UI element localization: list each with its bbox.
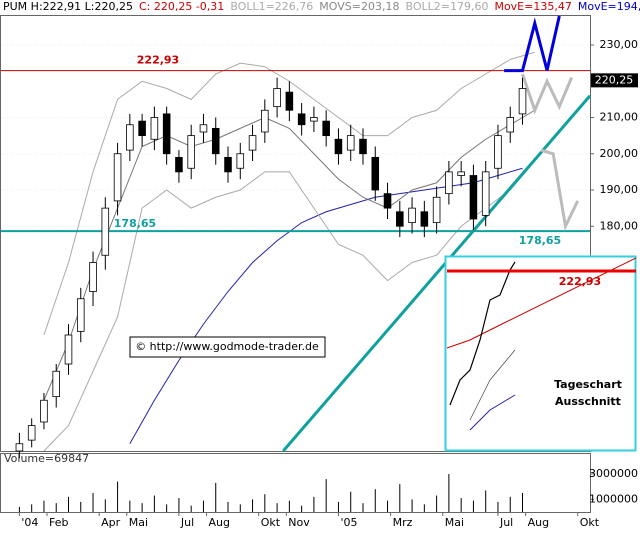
trend-line <box>282 94 592 452</box>
last-price-label: 220,25 <box>595 73 634 86</box>
x-tick-label: Aug <box>528 516 549 529</box>
y-tick-label: 200,00 <box>600 147 639 160</box>
candle-body <box>175 156 183 173</box>
x-tick-label: Apr <box>101 516 121 529</box>
x-tick-label: Nov <box>288 516 310 529</box>
candle-body <box>199 124 208 133</box>
last-price-box <box>591 73 638 88</box>
inset-price <box>449 261 516 406</box>
level-label: 178,65 <box>114 217 156 230</box>
x-tick-label: Aug <box>209 516 230 529</box>
candle-body <box>297 113 306 126</box>
inset-band <box>469 349 516 421</box>
candle-body <box>187 135 195 169</box>
candle-body <box>518 88 527 115</box>
inset-ma <box>469 394 516 431</box>
candle-body <box>76 298 85 332</box>
candle-body <box>64 334 73 365</box>
candle-body <box>285 91 294 111</box>
y-tick-label: 1000000 <box>589 492 638 505</box>
level-label: 178,65 <box>519 234 561 247</box>
candle-body <box>101 207 110 256</box>
x-tick-label: Mai <box>129 516 148 529</box>
header-item: MovE=194,83 <box>578 0 640 13</box>
candle-body <box>371 156 380 191</box>
candle-body <box>113 153 122 202</box>
candle-body <box>248 135 257 151</box>
y-tick-label: 3000000 <box>589 467 638 480</box>
copyright: © http://www.godmode-trader.de <box>135 340 319 353</box>
projection <box>540 148 580 232</box>
plot-layer: 180,00 190,00 200,00 210,00 230,00 '04 Feb Apr M… <box>1 15 639 529</box>
y-tick-label: 180,00 <box>600 219 639 232</box>
candle-body <box>420 211 429 227</box>
x-tick-label: Jul <box>499 516 513 529</box>
candle-body <box>52 370 60 398</box>
header-item: BOLL2=179,60 <box>405 0 488 13</box>
candle-body <box>89 262 97 292</box>
volume-title: Volume=69847 <box>4 452 89 465</box>
projection <box>521 73 573 115</box>
candle-body <box>494 135 502 169</box>
candle-body <box>15 443 24 452</box>
y-tick-label: 230,00 <box>600 38 639 51</box>
candle-body <box>346 135 355 151</box>
candle-body <box>162 113 171 155</box>
copyright-box <box>129 336 326 358</box>
header-item: PUM H:222,91 L:220,25 <box>3 0 133 13</box>
y-tick-label: 190,00 <box>600 183 639 196</box>
candle-body <box>40 399 48 423</box>
indicator-line <box>43 160 536 452</box>
candle-body <box>396 211 404 227</box>
candle-body <box>138 120 146 137</box>
candle-body <box>126 124 134 151</box>
candle-body <box>432 196 441 224</box>
x-tick-label: '05 <box>340 516 357 529</box>
candle-body <box>383 193 392 209</box>
level-label: 222,93 <box>137 54 179 67</box>
candle-body <box>457 171 465 176</box>
indicator-line <box>43 109 536 401</box>
header-item: C: 220,25 -0,31 <box>139 0 224 13</box>
candle-body <box>506 117 515 133</box>
candle-body <box>236 153 245 169</box>
projection <box>504 15 561 73</box>
candle-body <box>408 207 416 224</box>
candle-body <box>150 117 159 140</box>
candle-body <box>211 127 220 155</box>
x-tick-label: '04 <box>21 516 38 529</box>
header: PUM H:222,91 L:220,25 C: 220,25 -0,31 BOLL… <box>3 0 640 13</box>
x-tick-label: Okt <box>580 516 600 529</box>
candle-body <box>481 171 490 216</box>
candle-body <box>273 88 281 108</box>
header-item: MOVS=203,18 <box>319 0 399 13</box>
header-item: MovE=135,47 <box>494 0 571 13</box>
x-tick-label: Mai <box>445 516 464 529</box>
header-item: BOLL1=226,76 <box>230 0 313 13</box>
candle-body <box>334 138 343 155</box>
candle-body <box>261 109 269 133</box>
candle-body <box>359 138 367 155</box>
x-tick-label: Feb <box>49 516 68 529</box>
y-tick-label: 210,00 <box>600 111 639 124</box>
inset-title: Ausschnitt <box>555 395 621 408</box>
inset-trend <box>446 257 637 349</box>
candle-body <box>469 175 478 220</box>
indicator-line <box>129 167 523 444</box>
candle-body <box>224 156 232 173</box>
inset-box <box>444 255 637 452</box>
candle-body <box>445 171 453 195</box>
volume-frame <box>0 453 591 513</box>
inset-title: Tageschart <box>554 378 622 391</box>
candle-body <box>27 425 36 441</box>
x-tick-label: Okt <box>261 516 281 529</box>
candle-body <box>310 117 318 122</box>
inset-level-label: 222,93 <box>559 275 601 288</box>
x-tick-label: Mrz <box>393 516 413 529</box>
x-tick-label: Jul <box>180 516 194 529</box>
candle-body <box>322 120 330 137</box>
